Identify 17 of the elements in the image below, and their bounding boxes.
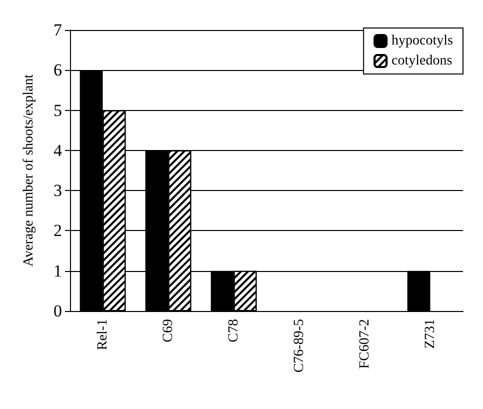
y-tick-label: 7 — [54, 20, 62, 40]
legend-label: hypocotyls — [392, 34, 454, 48]
y-axis-title: Average number of shoots/explant — [22, 74, 36, 267]
y-tick-label: 5 — [54, 100, 62, 120]
x-tick-label: C78 — [226, 319, 242, 342]
x-tick-label: Rel-1 — [95, 319, 110, 350]
x-tick-label: Z731 — [422, 319, 438, 349]
y-tick-label: 6 — [54, 60, 62, 80]
y-tick-label: 2 — [54, 221, 62, 240]
x-tick-label: FC607-2 — [357, 319, 372, 369]
x-tick-label: C76-89-5 — [292, 319, 307, 373]
legend-label: cotyledons — [392, 54, 452, 68]
y-tick-label: 4 — [54, 140, 62, 160]
y-tick-label: 1 — [54, 261, 62, 280]
x-tick-label: C69 — [160, 319, 176, 342]
y-tick-label: 3 — [54, 181, 62, 200]
y-tick-label: 0 — [54, 302, 62, 320]
